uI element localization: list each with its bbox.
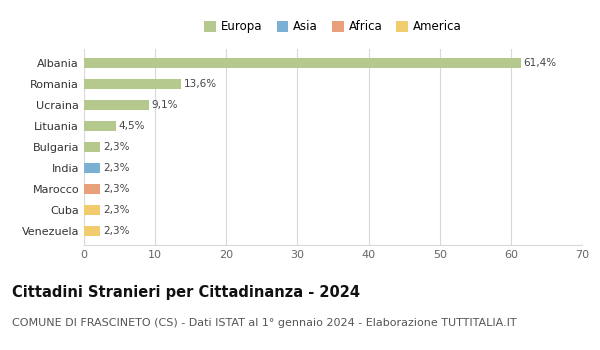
Text: 2,3%: 2,3% bbox=[103, 205, 130, 215]
Bar bbox=[84, 79, 181, 89]
Text: 2,3%: 2,3% bbox=[103, 163, 130, 173]
Text: Cittadini Stranieri per Cittadinanza - 2024: Cittadini Stranieri per Cittadinanza - 2… bbox=[12, 285, 360, 300]
Text: COMUNE DI FRASCINETO (CS) - Dati ISTAT al 1° gennaio 2024 - Elaborazione TUTTITA: COMUNE DI FRASCINETO (CS) - Dati ISTAT a… bbox=[12, 318, 517, 329]
Bar bbox=[84, 58, 521, 68]
Text: 4,5%: 4,5% bbox=[119, 121, 145, 131]
Bar bbox=[84, 100, 149, 110]
Bar bbox=[84, 226, 100, 236]
Bar bbox=[84, 121, 116, 131]
Text: 2,3%: 2,3% bbox=[103, 226, 130, 236]
Legend: Europa, Asia, Africa, America: Europa, Asia, Africa, America bbox=[200, 16, 466, 38]
Text: 13,6%: 13,6% bbox=[184, 79, 217, 89]
Text: 2,3%: 2,3% bbox=[103, 184, 130, 194]
Bar bbox=[84, 163, 100, 173]
Text: 61,4%: 61,4% bbox=[524, 58, 557, 68]
Text: 2,3%: 2,3% bbox=[103, 142, 130, 152]
Bar bbox=[84, 205, 100, 215]
Bar bbox=[84, 142, 100, 152]
Bar bbox=[84, 184, 100, 194]
Text: 9,1%: 9,1% bbox=[152, 100, 178, 110]
